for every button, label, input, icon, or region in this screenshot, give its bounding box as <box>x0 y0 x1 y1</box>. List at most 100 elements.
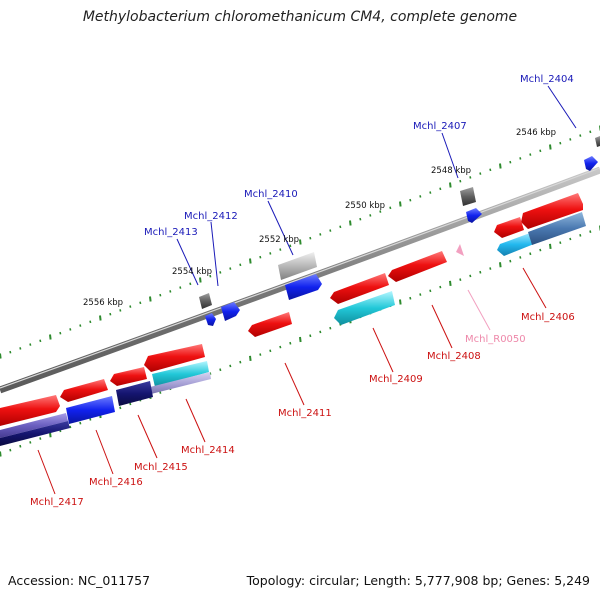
gene-label-mchl-2404[interactable]: Mchl_2404 <box>520 74 574 85</box>
minor-tick <box>559 241 562 245</box>
major-tick <box>99 315 102 321</box>
major-tick <box>399 201 402 207</box>
cds-2410a[interactable] <box>278 252 317 280</box>
cds-2406a[interactable] <box>521 193 583 229</box>
minor-tick <box>19 444 22 448</box>
minor-tick <box>79 421 82 425</box>
major-tick <box>249 258 252 264</box>
cds-2416a[interactable] <box>60 379 108 402</box>
minor-tick <box>519 256 522 259</box>
cds-2413[interactable] <box>205 313 216 326</box>
cds-2415[interactable] <box>116 381 153 406</box>
minor-tick <box>419 195 422 198</box>
minor-tick <box>289 341 292 345</box>
forward-gene-labels: Mchl_2404 Mchl_2407 Mchl_2410 Mchl_2412 … <box>144 74 574 238</box>
cds-2409a[interactable] <box>330 273 389 304</box>
cds-2417a[interactable] <box>0 395 60 426</box>
cds-2406d[interactable] <box>528 212 586 245</box>
major-tick <box>449 182 452 188</box>
cds-2414b[interactable] <box>150 372 211 394</box>
gene-label-mchl-2414[interactable]: Mchl_2414 <box>181 445 235 456</box>
minor-tick <box>329 326 332 330</box>
cds-2414a[interactable] <box>144 344 205 372</box>
cds-2406b[interactable] <box>494 217 524 238</box>
gene-label-mchl-2406[interactable]: Mchl_2406 <box>521 312 575 323</box>
major-tick <box>549 243 552 250</box>
rna-R0050[interactable] <box>456 244 464 256</box>
cds-2411[interactable] <box>248 312 292 337</box>
cds-2409[interactable] <box>334 291 395 325</box>
gene-label-mchl-2413[interactable]: Mchl_2413 <box>144 227 198 238</box>
gene-label-mchl-2410[interactable]: Mchl_2410 <box>244 189 298 200</box>
major-tick <box>149 296 152 302</box>
cds-2410[interactable] <box>285 274 322 300</box>
minor-tick <box>319 330 322 334</box>
minor-tick <box>259 353 262 356</box>
minor-tick <box>519 157 522 160</box>
minor-tick <box>539 248 542 252</box>
minor-tick <box>269 349 272 353</box>
cds-2417b[interactable] <box>0 421 70 446</box>
cds-2407[interactable] <box>460 187 476 206</box>
minor-tick <box>579 134 582 137</box>
cds-2404[interactable] <box>584 156 598 171</box>
minor-tick <box>89 320 92 324</box>
map-title: Methylobacterium chloromethanicum CM4, c… <box>82 9 518 25</box>
major-tick <box>249 355 252 362</box>
minor-tick <box>469 274 472 278</box>
minor-tick <box>459 179 462 183</box>
minor-tick <box>489 267 492 270</box>
gene-label-mchl-2417[interactable]: Mchl_2417 <box>30 497 84 508</box>
minor-tick <box>589 230 592 234</box>
minor-tick <box>59 331 62 335</box>
accession-text: Accession: NC_011757 <box>8 573 151 588</box>
cds-2413a[interactable] <box>199 293 212 309</box>
minor-tick <box>159 391 162 394</box>
minor-tick <box>119 406 122 410</box>
minor-tick <box>9 448 12 452</box>
minor-tick <box>309 334 312 338</box>
minor-tick <box>389 206 392 210</box>
cds-2408[interactable] <box>388 251 447 282</box>
minor-tick <box>109 312 112 316</box>
gene-label-mchl-2409[interactable]: Mchl_2409 <box>369 374 423 385</box>
minor-tick <box>129 402 132 406</box>
minor-tick <box>279 248 282 251</box>
minor-tick <box>569 237 572 241</box>
minor-tick <box>369 214 372 217</box>
major-tick <box>199 277 202 283</box>
minor-tick <box>209 274 212 278</box>
label-leaders <box>37 85 577 495</box>
gene-label-mchl-2412[interactable]: Mchl_2412 <box>184 211 238 222</box>
cds-2407b[interactable] <box>466 208 482 223</box>
minor-tick <box>119 309 122 312</box>
minor-tick <box>489 168 492 172</box>
minor-tick <box>319 233 322 236</box>
minor-tick <box>19 347 22 350</box>
minor-tick <box>479 172 482 175</box>
gene-label-mchl-2407[interactable]: Mchl_2407 <box>413 121 467 132</box>
gene-label-mchl-2416[interactable]: Mchl_2416 <box>89 477 143 488</box>
cds-2414[interactable] <box>152 361 209 387</box>
cds-2405[interactable] <box>595 136 600 147</box>
cds-2412[interactable] <box>221 302 240 321</box>
gene-label-mchl-r0050[interactable]: Mchl_R0050 <box>465 334 526 345</box>
gene-label-mchl-2408[interactable]: Mchl_2408 <box>427 351 481 362</box>
minor-tick <box>159 293 162 297</box>
scale-label: 2552 kbp <box>259 235 299 245</box>
minor-tick <box>69 328 72 331</box>
cds-2406c[interactable] <box>497 233 534 256</box>
cds-2415a[interactable] <box>110 367 147 386</box>
minor-tick <box>429 289 432 293</box>
minor-tick <box>89 417 92 421</box>
cds-2417[interactable] <box>0 413 68 438</box>
major-tick <box>299 336 302 343</box>
minor-tick <box>279 345 282 349</box>
major-tick <box>499 163 502 169</box>
minor-tick <box>219 271 222 274</box>
minor-tick <box>509 160 512 164</box>
gene-label-mchl-2415[interactable]: Mchl_2415 <box>134 462 188 473</box>
gene-label-mchl-2411[interactable]: Mchl_2411 <box>278 408 332 419</box>
cds-2416[interactable] <box>66 396 115 424</box>
minor-tick <box>129 305 132 308</box>
